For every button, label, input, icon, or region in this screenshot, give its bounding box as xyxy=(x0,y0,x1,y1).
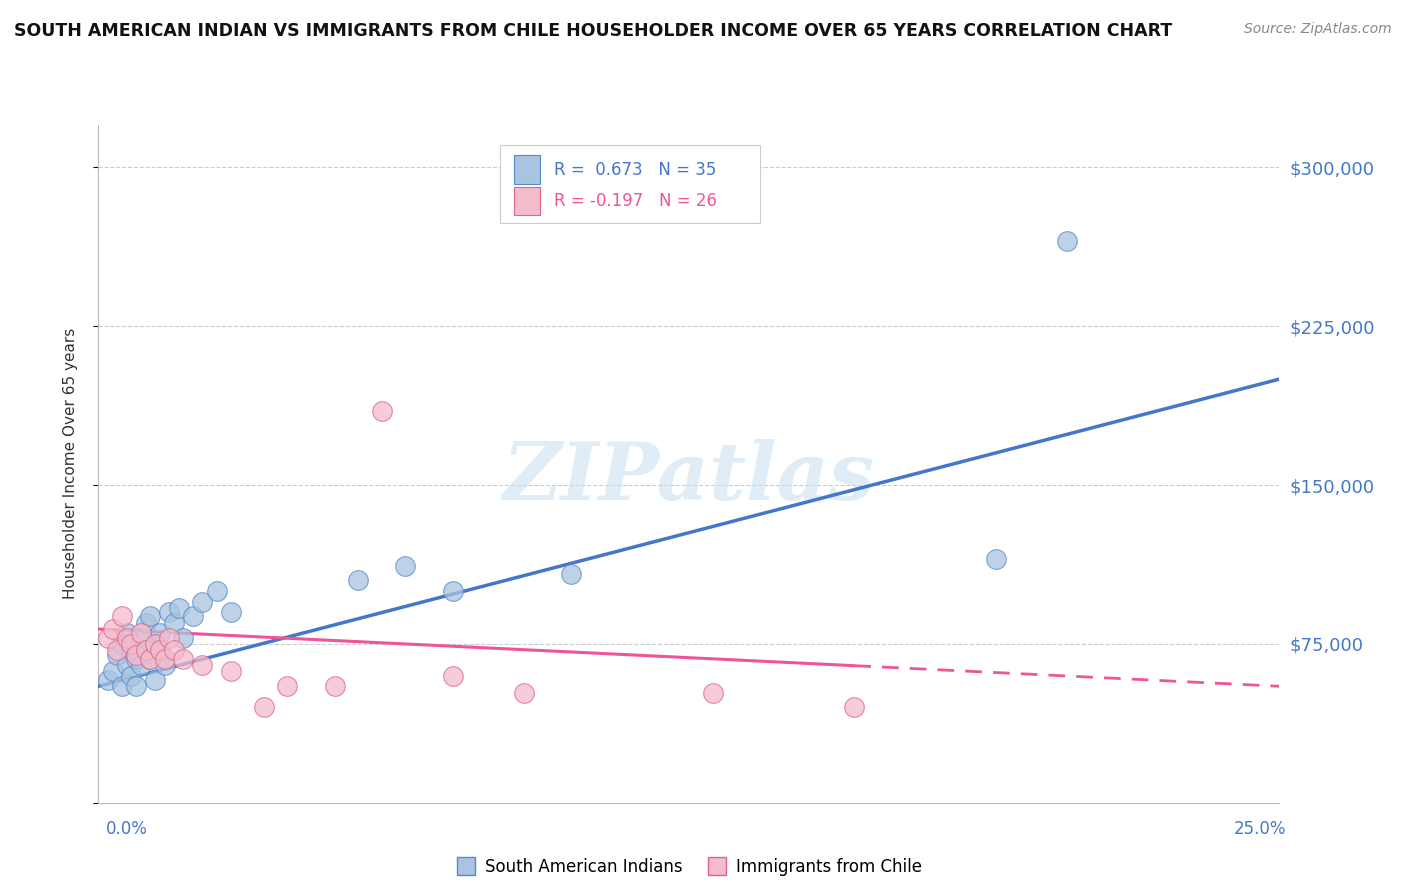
Point xyxy=(115,631,138,645)
Point xyxy=(253,700,276,714)
Point xyxy=(115,658,138,673)
Point xyxy=(394,558,416,573)
Point xyxy=(125,651,148,665)
Point xyxy=(139,651,162,665)
Point xyxy=(111,637,134,651)
Point xyxy=(560,567,582,582)
Point xyxy=(111,679,134,693)
Point xyxy=(441,669,464,683)
Point xyxy=(129,658,152,673)
Point xyxy=(219,605,242,619)
Text: Source: ZipAtlas.com: Source: ZipAtlas.com xyxy=(1244,22,1392,37)
Point xyxy=(153,651,176,665)
Text: 25.0%: 25.0% xyxy=(1234,820,1286,838)
Point xyxy=(121,637,143,651)
Point xyxy=(153,658,176,673)
Point xyxy=(512,685,534,699)
Point xyxy=(121,669,143,683)
Point xyxy=(702,685,724,699)
Point xyxy=(172,651,194,665)
Point xyxy=(129,626,152,640)
Text: SOUTH AMERICAN INDIAN VS IMMIGRANTS FROM CHILE HOUSEHOLDER INCOME OVER 65 YEARS : SOUTH AMERICAN INDIAN VS IMMIGRANTS FROM… xyxy=(14,22,1173,40)
Point xyxy=(135,643,157,657)
Point xyxy=(143,673,166,687)
Bar xyxy=(501,145,759,223)
Point xyxy=(844,700,866,714)
Point xyxy=(97,673,120,687)
Point xyxy=(121,643,143,657)
Point xyxy=(101,622,124,636)
Point xyxy=(105,643,128,657)
Point xyxy=(181,609,204,624)
Point xyxy=(115,626,138,640)
Point xyxy=(205,584,228,599)
Point xyxy=(97,631,120,645)
Text: R = -0.197   N = 26: R = -0.197 N = 26 xyxy=(554,192,717,210)
Text: R =  0.673   N = 35: R = 0.673 N = 35 xyxy=(554,161,717,178)
Point xyxy=(219,665,242,679)
Point xyxy=(135,643,157,657)
Point xyxy=(163,643,186,657)
Text: ZIPatlas: ZIPatlas xyxy=(503,439,875,516)
Point xyxy=(157,605,180,619)
Point xyxy=(101,665,124,679)
Text: 0.0%: 0.0% xyxy=(105,820,148,838)
Point xyxy=(149,626,172,640)
Legend: South American Indians, Immigrants from Chile: South American Indians, Immigrants from … xyxy=(450,851,928,882)
Point xyxy=(111,609,134,624)
Point xyxy=(135,615,157,630)
Point xyxy=(172,631,194,645)
Point xyxy=(105,648,128,662)
Point xyxy=(191,658,214,673)
Y-axis label: Householder Income Over 65 years: Householder Income Over 65 years xyxy=(63,328,77,599)
Bar xyxy=(515,186,540,215)
Point xyxy=(143,637,166,651)
Point xyxy=(139,651,162,665)
Point xyxy=(347,574,370,588)
Point xyxy=(984,552,1007,566)
Point xyxy=(129,631,152,645)
Point xyxy=(139,609,162,624)
Point xyxy=(323,679,346,693)
Point xyxy=(441,584,464,599)
Bar xyxy=(515,155,540,184)
Point xyxy=(191,594,214,608)
Point xyxy=(167,601,190,615)
Point xyxy=(149,643,172,657)
Point xyxy=(371,404,394,418)
Point xyxy=(157,631,180,645)
Point xyxy=(125,648,148,662)
Point xyxy=(276,679,298,693)
Point xyxy=(163,615,186,630)
Point xyxy=(143,637,166,651)
Point xyxy=(1056,235,1078,249)
Point xyxy=(125,679,148,693)
